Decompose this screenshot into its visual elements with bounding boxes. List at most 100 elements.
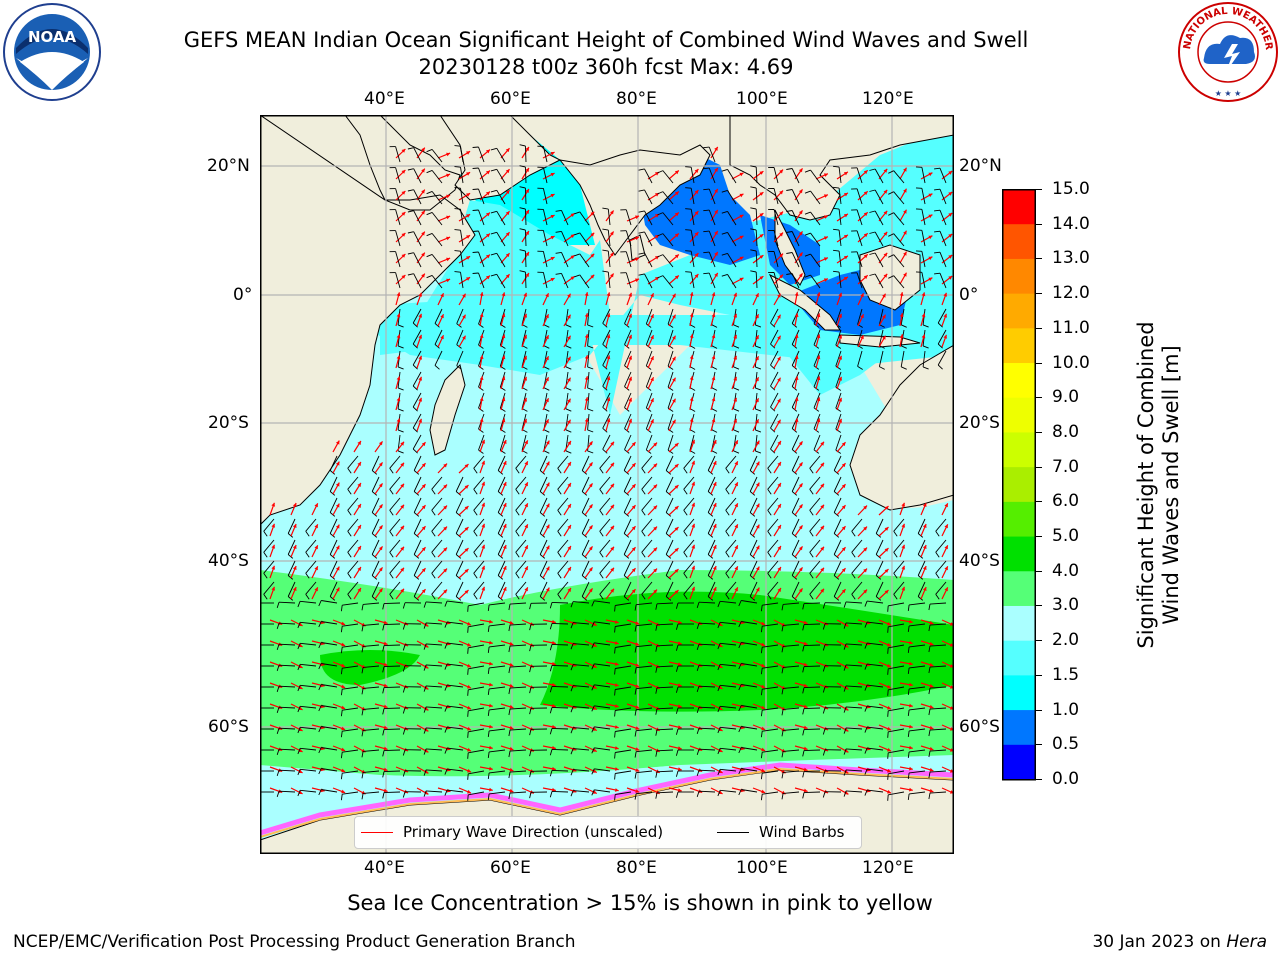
colorbar-tick-label: 1.0 (1052, 699, 1080, 720)
wave-direction-arrow (899, 313, 904, 327)
wind-barb (770, 350, 779, 370)
wind-barb (557, 497, 569, 516)
wind-barb (835, 413, 842, 433)
wave-direction-arrow (605, 504, 615, 516)
wave-direction-arrow (878, 766, 892, 773)
wind-barb (683, 476, 695, 495)
wave-direction-arrow (815, 215, 829, 222)
wind-barb (749, 476, 758, 496)
wave-direction-arrow (584, 703, 598, 711)
wind-barb (467, 602, 485, 612)
wave-direction-arrow (395, 504, 405, 516)
wave-direction-arrow (773, 587, 782, 600)
wind-barb (768, 208, 779, 226)
wind-barb (717, 789, 737, 797)
wave-direction-arrow (500, 397, 506, 411)
wind-barb (276, 727, 296, 735)
wind-barb (822, 707, 842, 714)
wind-barb (431, 497, 443, 516)
wave-direction-arrow (605, 397, 611, 411)
wave-direction-arrow (689, 231, 699, 243)
wind-barb (413, 518, 422, 538)
wind-barb (915, 187, 926, 205)
wind-barb (557, 455, 569, 474)
wave-direction-arrow (710, 586, 717, 600)
wave-direction-arrow (689, 189, 699, 201)
wave-direction-arrow (752, 397, 760, 411)
sea-ice (260, 762, 954, 838)
wave-direction-arrow (626, 292, 632, 306)
wave-direction-arrow (500, 189, 510, 201)
wind-barb (717, 684, 737, 692)
wave-direction-arrow (836, 234, 849, 243)
wind-barb (703, 167, 716, 184)
wind-barb (696, 748, 716, 756)
wind-barb (707, 518, 716, 538)
wave-direction-arrow (584, 313, 589, 327)
wind-barb (915, 271, 926, 289)
wind-barb (602, 392, 611, 412)
wave-direction-arrow (500, 523, 507, 537)
wind-barb (934, 209, 947, 226)
wave-direction-arrow (920, 502, 927, 516)
wind-barb (318, 747, 338, 754)
wave-direction-arrow (731, 277, 744, 285)
wind-barb (515, 560, 527, 579)
wave-direction-arrow (731, 503, 739, 516)
wave-direction-arrow (416, 441, 426, 453)
wind-barb (760, 707, 779, 717)
wave-direction-arrow (500, 334, 506, 348)
wave-direction-arrow (689, 502, 695, 516)
wind-barb (634, 749, 653, 758)
wind-barb (305, 518, 317, 537)
wind-barb (623, 497, 632, 517)
wind-barb (843, 664, 863, 671)
wave-direction-arrow (626, 376, 632, 390)
wave-direction-arrow (542, 524, 550, 537)
wind-barb (347, 560, 359, 579)
wind-barb (581, 581, 590, 601)
wave-direction-arrow (290, 745, 303, 753)
colorbar-swatch (1002, 570, 1036, 606)
lon-label-bottom: 100°E (736, 858, 788, 878)
wind-barb (473, 581, 485, 600)
wave-direction-arrow (815, 504, 825, 516)
wave-direction-arrow (479, 787, 493, 792)
wind-barb (725, 560, 737, 579)
wave-direction-arrow (899, 292, 904, 306)
wave-direction-arrow (710, 397, 716, 411)
wave-direction-arrow (710, 209, 719, 222)
wind-barb (738, 789, 758, 796)
wind-barb (887, 791, 905, 801)
wave-direction-arrow (647, 547, 658, 558)
wave-direction-arrow (500, 418, 506, 432)
wind-barb (423, 769, 443, 776)
wind-barb (749, 581, 758, 601)
lat-label-right: 60°S (959, 717, 1000, 737)
wave-direction-arrow (710, 146, 719, 159)
wind-barb (675, 770, 694, 777)
wind-barb (581, 476, 590, 496)
wave-direction-arrow (374, 703, 388, 709)
colorbar-tick-mark (1036, 293, 1042, 295)
wind-barb (347, 497, 359, 516)
noaa-logo: NOAA (3, 3, 101, 101)
wave-direction-arrow (521, 397, 527, 411)
wind-barb (276, 601, 296, 609)
wave-direction-arrow (794, 504, 803, 516)
wind-barb (749, 560, 758, 580)
wave-direction-arrow (332, 461, 340, 474)
wave-direction-arrow (290, 766, 303, 774)
wind-barb (738, 705, 758, 712)
wave-direction-arrow (773, 335, 782, 348)
wave-direction-arrow (269, 565, 275, 579)
wind-barb (329, 455, 338, 475)
wave-direction-arrow (899, 209, 908, 222)
wind-barb (490, 273, 506, 289)
wave-direction-arrow (815, 588, 825, 600)
wave-direction-arrow (689, 355, 694, 369)
wave-direction-arrow (647, 313, 655, 327)
wind-barb (907, 665, 926, 674)
colorbar-tick-label: 0.5 (1052, 734, 1080, 755)
wave-direction-arrow (773, 377, 782, 390)
